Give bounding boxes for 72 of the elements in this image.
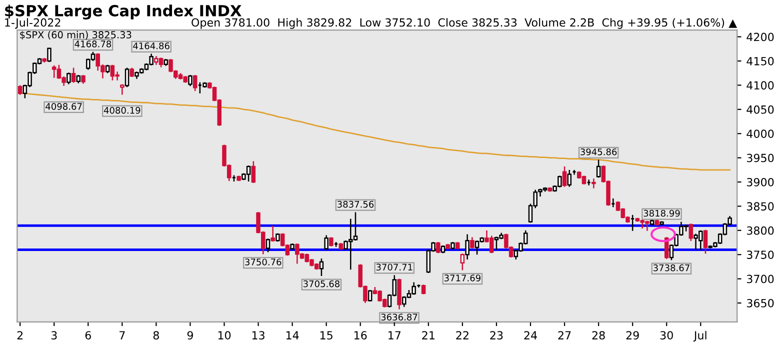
- annotation: 3818.99: [644, 210, 680, 217]
- annotation: 3717.69: [444, 274, 480, 282]
- candlestick: [562, 166, 567, 188]
- annotation: 3738.67: [653, 264, 690, 272]
- x-tick-label: 7: [120, 331, 125, 340]
- candlestick: [567, 169, 572, 188]
- candlestick: [703, 229, 708, 254]
- y-tick-label: 3750: [746, 250, 774, 259]
- x-tick-label: 29: [626, 331, 639, 340]
- annotation: 3636.87: [381, 314, 418, 321]
- candlestick: [130, 67, 134, 78]
- x-tick-label: 8: [153, 331, 159, 340]
- candlestick: [18, 84, 22, 96]
- y-tick-label: 3850: [746, 202, 774, 211]
- x-tick-label: 3: [51, 331, 57, 340]
- annotation: 3750.76: [245, 258, 282, 266]
- x-tick-label: 30: [660, 331, 673, 340]
- candlestick: [192, 74, 198, 92]
- annotation: $SPX (60 min) 3825.33: [20, 30, 132, 40]
- x-tick-label: 22: [456, 331, 468, 340]
- x-tick-label: 6: [85, 331, 91, 340]
- x-tick-label: 17: [388, 331, 401, 340]
- chart-subtitle: 1-Jul-2022: [5, 18, 60, 29]
- x-tick-label: 16: [354, 331, 367, 340]
- x-tick-label: 23: [490, 331, 503, 340]
- x-tick-label: 9: [187, 331, 193, 340]
- candlestick: [421, 284, 426, 295]
- annotation: 4168.78: [74, 40, 112, 48]
- candlestick: [324, 234, 328, 250]
- y-tick-label: 4150: [746, 56, 774, 66]
- candlestick: [319, 258, 324, 277]
- annotation: 4164.86: [133, 42, 170, 50]
- y-tick-label: 3650: [746, 298, 774, 308]
- candlestick: [596, 159, 601, 178]
- candlestick: [188, 74, 192, 87]
- x-tick-label: 28: [592, 331, 605, 340]
- y-tick-label: 4100: [746, 81, 774, 90]
- candlestick: [368, 289, 372, 302]
- candlestick: [688, 223, 694, 242]
- candlestick: [630, 214, 635, 232]
- y-tick-label: 4200: [746, 32, 774, 42]
- annotation: 4098.67: [46, 103, 82, 110]
- candlestick: [47, 47, 52, 63]
- annotation: 4080.19: [104, 106, 140, 114]
- candlestick: [66, 72, 71, 85]
- y-tick-label: 4000: [746, 130, 774, 138]
- candlestick: [470, 236, 474, 249]
- y-tick-label: 3900: [746, 178, 774, 186]
- x-tick-label: 21: [422, 331, 434, 340]
- x-tick-label: 15: [320, 331, 332, 340]
- x-tick-label: 24: [524, 331, 537, 340]
- x-tick-label: 14: [286, 331, 299, 340]
- y-tick-label: 4050: [746, 105, 774, 114]
- x-tick-label: Jul: [693, 330, 706, 342]
- x-tick-label: 10: [218, 331, 231, 340]
- x-tick-label: 2: [17, 331, 22, 340]
- candlestick: [266, 238, 270, 253]
- x-tick-label: 27: [558, 331, 571, 340]
- y-tick-label: 3950: [746, 154, 774, 162]
- x-tick-label: 13: [252, 331, 264, 340]
- y-tick-label: 3800: [746, 226, 774, 235]
- y-tick-label: 3700: [746, 274, 774, 284]
- candlestick: [329, 236, 334, 247]
- text: Open 3781.00 High 3829.82 Low 3752.10 Close 3825.33 Volume 2.2B Chg +39.95 (+1.06%) ▲: [192, 18, 738, 29]
- annotation: 3945.86: [580, 148, 617, 156]
- annotation: 3707.71: [376, 264, 412, 271]
- candlestick: [270, 224, 275, 242]
- candlestick: [592, 178, 596, 189]
- candlestick: [71, 67, 76, 84]
- annotation: 3837.56: [338, 200, 374, 208]
- annotation: 3705.68: [303, 280, 340, 288]
- candlestick: [251, 160, 256, 184]
